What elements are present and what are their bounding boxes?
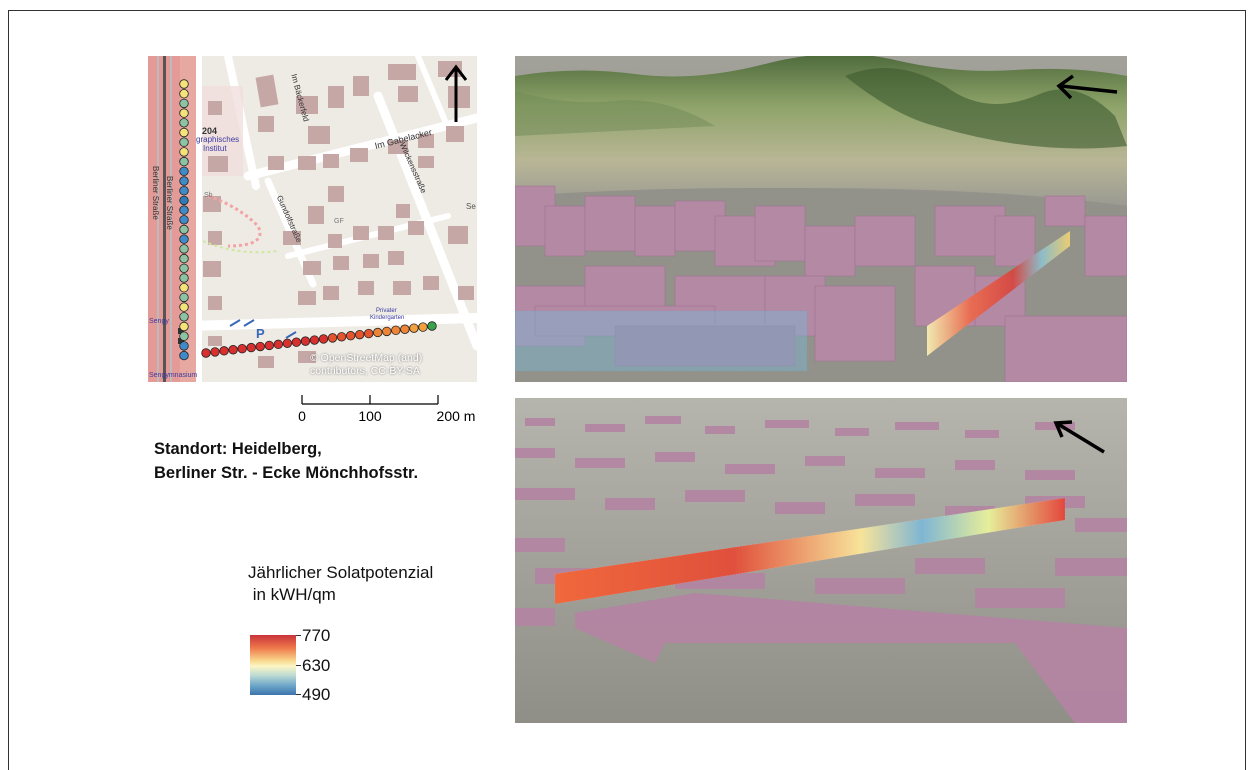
measurement-point bbox=[255, 341, 265, 352]
measurement-point bbox=[291, 337, 302, 347]
measurement-point bbox=[179, 118, 189, 128]
measurement-point bbox=[179, 79, 189, 89]
measurement-point bbox=[264, 340, 274, 351]
measurement-point bbox=[179, 321, 189, 332]
measurement-point bbox=[179, 137, 189, 147]
measurement-point bbox=[179, 253, 189, 264]
measurement-point bbox=[336, 332, 347, 342]
legend-tick-max bbox=[296, 635, 301, 636]
3d-scene-bottom bbox=[515, 398, 1127, 723]
measurement-point bbox=[179, 215, 189, 225]
arrow-up-icon bbox=[444, 64, 468, 122]
measurement-point bbox=[210, 347, 220, 357]
measurement-point bbox=[282, 338, 293, 348]
kindergarten-label-1: Privater bbox=[376, 308, 397, 314]
measurement-point bbox=[179, 224, 189, 235]
location-caption: Standort: Heidelberg, Berliner Str. - Ec… bbox=[154, 437, 418, 485]
measurement-point bbox=[373, 327, 383, 338]
legend-label-min: 490 bbox=[302, 685, 331, 704]
institute-label-2: Institut bbox=[203, 144, 227, 153]
measurement-point bbox=[179, 176, 189, 186]
measurement-point bbox=[345, 331, 356, 341]
measurement-point bbox=[400, 324, 410, 334]
measurement-point bbox=[228, 345, 238, 355]
map-attribution-line2: contributors, CC-BY-SA bbox=[310, 365, 420, 377]
sb-label: Sb bbox=[204, 192, 213, 199]
building-number: 204 bbox=[202, 126, 218, 136]
measurement-point bbox=[179, 98, 189, 109]
scale-bar: 0 100 200 m bbox=[290, 392, 490, 432]
measurement-point bbox=[179, 127, 189, 138]
measurement-point bbox=[179, 234, 189, 244]
measurement-point bbox=[427, 321, 437, 331]
measurement-point bbox=[418, 322, 428, 332]
scale-bar-line bbox=[301, 395, 439, 405]
3d-view-top bbox=[515, 56, 1127, 382]
measurement-point bbox=[237, 343, 247, 354]
measurement-point bbox=[391, 325, 401, 336]
3d-view-bottom bbox=[515, 398, 1127, 723]
measurement-point bbox=[179, 312, 189, 322]
measurement-point bbox=[179, 341, 189, 351]
location-line-1: Standort: Heidelberg, bbox=[154, 440, 322, 458]
measurement-point bbox=[364, 328, 374, 339]
scale-tick-100: 100 bbox=[358, 408, 382, 424]
measurement-point bbox=[201, 348, 211, 358]
scale-tick-0: 0 bbox=[298, 408, 306, 424]
legend-tick-mid bbox=[296, 665, 301, 666]
legend-title-line-2: in kWH/qm bbox=[248, 585, 336, 604]
legend-title: Jährlicher Solatpotenzial in kWH/qm bbox=[248, 562, 433, 606]
cut-label-left-2: Sengymnasium bbox=[149, 372, 198, 379]
measurement-point bbox=[309, 335, 320, 345]
legend-title-line-1: Jährlicher Solatpotenzial bbox=[248, 563, 434, 582]
measurement-point bbox=[409, 323, 419, 333]
measurement-point bbox=[219, 346, 229, 356]
measurement-point bbox=[327, 333, 338, 343]
measurement-point bbox=[179, 108, 189, 118]
measurement-point bbox=[179, 331, 189, 341]
arrow-up-left-icon bbox=[1053, 420, 1105, 454]
measurement-point bbox=[179, 263, 189, 274]
scale-tick-200: 200 m bbox=[436, 408, 476, 424]
measurement-point bbox=[179, 244, 189, 254]
cut-label-left-1: Sengy bbox=[149, 318, 169, 325]
measurement-point bbox=[382, 326, 392, 337]
measurement-point bbox=[179, 185, 189, 196]
measurement-point bbox=[246, 342, 256, 353]
measurement-point bbox=[273, 339, 284, 350]
measurement-point bbox=[179, 195, 189, 206]
measurement-point bbox=[179, 156, 189, 167]
measurement-point bbox=[179, 147, 189, 157]
legend-tick-min bbox=[296, 694, 301, 695]
legend-label-mid: 630 bbox=[302, 656, 331, 675]
gf-label: GF bbox=[334, 218, 344, 225]
measurement-point bbox=[179, 273, 189, 283]
arrow-left-icon bbox=[1056, 74, 1118, 100]
legend-label-max: 770 bbox=[302, 626, 331, 645]
cut-label-right: Se bbox=[466, 202, 476, 211]
measurement-point bbox=[300, 336, 311, 346]
measurement-point bbox=[179, 302, 189, 312]
measurement-point bbox=[179, 282, 189, 293]
measurement-point bbox=[318, 334, 329, 344]
measurement-points bbox=[179, 79, 437, 361]
street-map-graphic bbox=[148, 56, 477, 382]
legend-color-ramp bbox=[250, 635, 296, 695]
measurement-point bbox=[179, 350, 189, 361]
measurement-point bbox=[179, 292, 189, 303]
map-attribution-line1: © OpenStreetMap (and) bbox=[310, 352, 423, 364]
measurement-point bbox=[354, 329, 365, 340]
3d-scene-top bbox=[515, 56, 1127, 382]
location-line-2: Berliner Str. - Ecke Mönchhofsstr. bbox=[154, 464, 419, 482]
measurement-point bbox=[179, 205, 189, 215]
measurement-point bbox=[179, 166, 189, 177]
street-map: Berliner Straße Berliner Straße Im Bäcke… bbox=[148, 56, 477, 382]
parking-label: P bbox=[256, 326, 265, 341]
measurement-point bbox=[179, 89, 189, 99]
kindergarten-label-2: Kindergarten bbox=[370, 315, 405, 321]
institute-label-1: graphisches bbox=[196, 135, 240, 144]
figure-frame bbox=[8, 10, 1246, 770]
